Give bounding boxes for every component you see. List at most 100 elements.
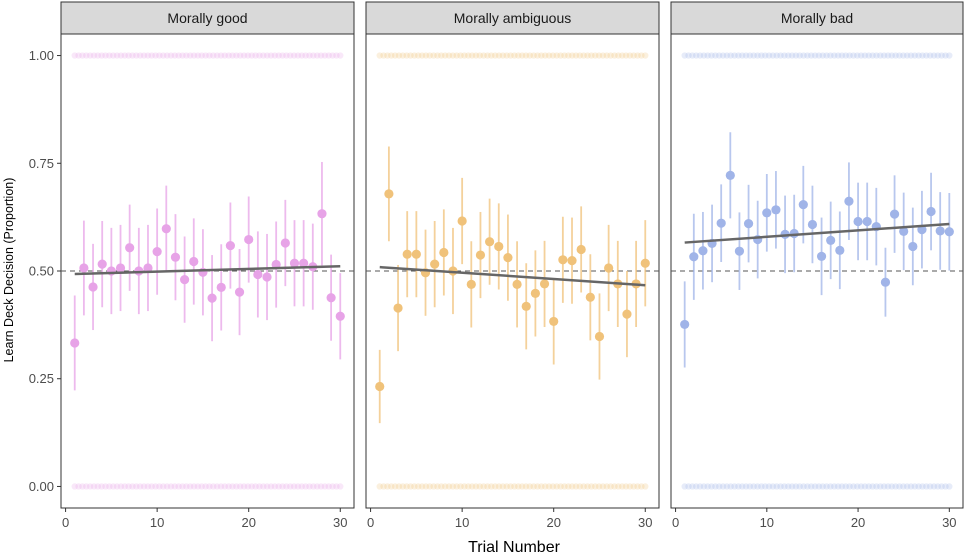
mean-point (558, 255, 568, 265)
raw-point (758, 52, 765, 59)
raw-point (430, 52, 437, 59)
raw-point (781, 483, 788, 490)
raw-point (83, 52, 90, 59)
raw-point (194, 483, 202, 490)
raw-point (903, 483, 911, 490)
raw-point (407, 483, 414, 490)
raw-point (480, 52, 487, 59)
raw-point (290, 52, 298, 59)
raw-point (240, 52, 248, 59)
raw-point (522, 52, 530, 59)
raw-point (388, 483, 395, 490)
raw-point (946, 483, 953, 490)
raw-point (930, 483, 938, 490)
raw-point (534, 483, 541, 490)
raw-point (449, 52, 457, 59)
raw-point (313, 483, 321, 490)
raw-point (221, 52, 229, 59)
raw-point (785, 52, 792, 59)
raw-point (716, 483, 723, 490)
mean-point (880, 277, 891, 287)
mean-point (289, 258, 300, 268)
raw-point (411, 483, 418, 490)
raw-point (576, 483, 584, 490)
raw-point (804, 52, 811, 59)
mean-point (439, 247, 449, 258)
raw-point (823, 483, 830, 490)
mean-point (689, 252, 699, 262)
raw-point (468, 483, 476, 490)
raw-point (762, 483, 769, 490)
raw-point (438, 52, 445, 59)
raw-point (846, 483, 853, 490)
raw-point (102, 483, 109, 490)
raw-point (472, 52, 480, 59)
raw-point (484, 483, 491, 490)
mean-point (384, 189, 394, 199)
raw-point (873, 52, 880, 59)
raw-point (827, 483, 834, 490)
raw-point (495, 52, 503, 59)
mean-point (475, 250, 486, 260)
raw-point (94, 483, 102, 490)
raw-point (294, 483, 302, 490)
raw-point (113, 483, 121, 490)
raw-point (86, 483, 94, 490)
raw-point (792, 483, 800, 490)
raw-point (923, 483, 930, 490)
mean-point (503, 253, 513, 263)
y-tick-label: 0.25 (29, 371, 54, 386)
raw-point (160, 52, 167, 59)
raw-point (634, 52, 641, 59)
raw-point (75, 483, 82, 490)
raw-point (313, 52, 321, 59)
raw-point (252, 52, 259, 59)
mean-point (253, 269, 263, 280)
facet-strip (670, 1, 964, 35)
raw-point (888, 52, 895, 59)
raw-point (588, 483, 595, 490)
raw-point (919, 52, 926, 59)
raw-point (391, 483, 399, 490)
raw-point (140, 483, 148, 490)
mean-point (944, 227, 954, 237)
raw-point (391, 52, 399, 59)
raw-point (248, 483, 255, 490)
raw-point (746, 483, 754, 490)
raw-point (321, 52, 329, 59)
raw-point (457, 483, 464, 490)
raw-point (434, 483, 441, 490)
raw-point (237, 52, 244, 59)
raw-point (642, 483, 649, 490)
raw-point (618, 52, 626, 59)
raw-point (588, 52, 595, 59)
x-axis-title: Trial Number (468, 539, 561, 556)
facet-strip (365, 1, 660, 35)
raw-point (384, 483, 391, 490)
raw-point (461, 52, 468, 59)
raw-point (106, 52, 113, 59)
mean-point (457, 216, 467, 226)
raw-point (175, 483, 182, 490)
mean-point (926, 206, 936, 217)
raw-point (179, 483, 186, 490)
raw-point (160, 483, 167, 490)
raw-point (603, 52, 610, 59)
raw-point (426, 52, 433, 59)
raw-point (167, 52, 175, 59)
mean-point (402, 249, 412, 259)
raw-point (298, 52, 305, 59)
raw-point (704, 483, 711, 490)
raw-point (727, 483, 734, 490)
raw-point (79, 52, 86, 59)
raw-point (263, 52, 271, 59)
raw-point (415, 483, 422, 490)
raw-point (476, 52, 483, 59)
raw-point (113, 52, 121, 59)
panel-morally-bad: Morally bad 0 10 20 30 (670, 1, 964, 530)
raw-point (607, 483, 614, 490)
raw-point (762, 52, 769, 59)
raw-point (923, 52, 930, 59)
raw-point (580, 52, 587, 59)
raw-point (911, 52, 918, 59)
